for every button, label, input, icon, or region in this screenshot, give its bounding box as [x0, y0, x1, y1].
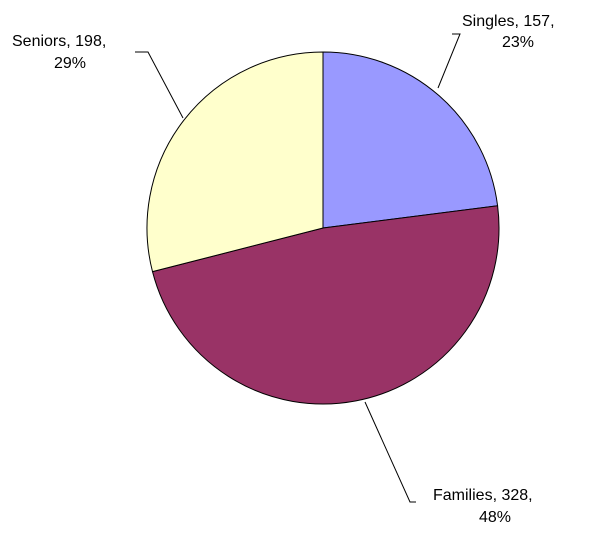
data-label-families-line2: 48% [479, 509, 511, 526]
pie-slice-singles [322, 51, 499, 229]
leader-line-seniors [135, 51, 184, 119]
data-label-families-line1: Families, 328, [433, 487, 533, 504]
data-label-singles-line1: Singles, 157, [462, 13, 555, 30]
data-labels: Singles, 157, 23% Families, 328, 48% Sen… [12, 13, 555, 526]
data-label-seniors-line2: 29% [54, 55, 86, 72]
pie-slice-families [151, 205, 500, 405]
data-label-seniors-line1: Seniors, 198, [12, 33, 106, 50]
leader-line-families [364, 401, 416, 503]
pie-slice-seniors [146, 51, 324, 273]
data-label-singles-line2: 23% [502, 34, 534, 51]
leader-line-singles [437, 33, 461, 89]
leader-lines [135, 33, 461, 503]
pie-slices [146, 51, 500, 405]
